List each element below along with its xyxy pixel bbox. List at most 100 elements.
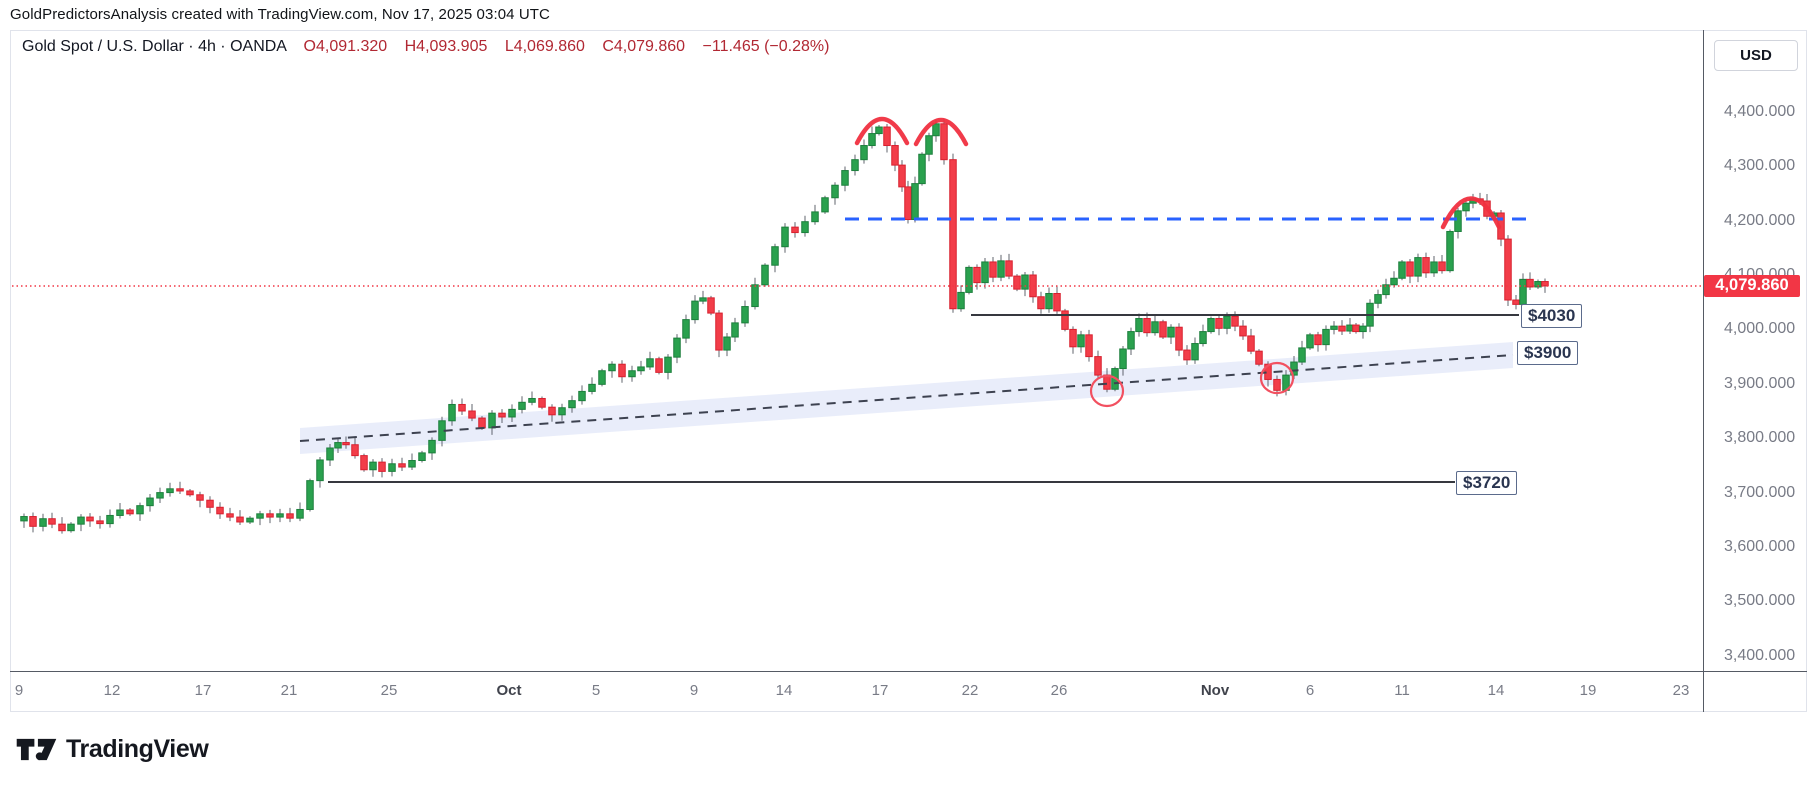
top-marker-arc-3[interactable]: [1440, 196, 1502, 230]
top-marker-arc-1[interactable]: [854, 116, 910, 146]
candle-down: [791, 226, 799, 234]
candle-down: [1406, 261, 1414, 277]
candle-up: [723, 336, 731, 351]
candle-up: [699, 297, 707, 302]
candle-down: [1526, 278, 1534, 288]
candle-up: [558, 407, 566, 416]
candle-up: [518, 401, 526, 410]
candle-up: [1021, 274, 1029, 290]
price-tag-3720[interactable]: $3720: [1456, 471, 1518, 495]
candle-up: [821, 197, 829, 213]
candle-up: [67, 523, 75, 532]
candle-down: [1143, 318, 1151, 334]
candle-down: [266, 513, 274, 518]
candle-down: [1273, 378, 1281, 391]
candle-up: [965, 266, 973, 293]
time-axis-label: 23: [1672, 682, 1690, 699]
candle-up: [326, 447, 334, 461]
candle-down: [548, 406, 556, 416]
time-axis-label: 26: [1050, 682, 1068, 699]
candle-up: [1398, 261, 1406, 279]
candle-down: [398, 463, 406, 468]
candle-up: [1135, 318, 1143, 333]
candle-up: [136, 505, 144, 515]
candle-up: [781, 226, 789, 248]
candle-down: [458, 403, 466, 412]
candle-up: [1306, 334, 1314, 349]
candle-down: [96, 520, 104, 525]
time-axis-divider: [10, 671, 1807, 672]
candle-up: [646, 358, 654, 368]
ohlc-low: L4,069.860: [504, 38, 585, 55]
time-axis-label: 17: [871, 682, 889, 699]
candle-down: [378, 461, 386, 472]
candle-up: [306, 480, 314, 510]
candle-down: [1215, 318, 1223, 329]
currency-toggle-button[interactable]: USD: [1714, 40, 1798, 71]
candle-up: [911, 183, 919, 221]
candle-down: [351, 444, 359, 457]
candle-down: [1061, 310, 1069, 330]
candle-up: [811, 211, 819, 223]
candle-down: [973, 266, 981, 284]
candle-up: [1322, 328, 1330, 346]
candle-up: [1382, 284, 1390, 296]
candle-up: [1045, 292, 1053, 310]
candle-down: [1255, 350, 1263, 365]
price-axis-label: 3,500.000: [1724, 592, 1796, 610]
candle-up: [1199, 331, 1207, 345]
candle-up: [673, 337, 681, 358]
candle-up: [156, 492, 164, 499]
candle-down: [1183, 349, 1191, 361]
candle-down: [707, 297, 715, 314]
trendline-touch-circle-1[interactable]: [1089, 374, 1125, 408]
ascending-trendline[interactable]: [299, 354, 1514, 442]
candle-down: [1037, 296, 1045, 310]
candle-up: [598, 370, 606, 385]
candle-up: [77, 516, 85, 525]
candle-up: [860, 145, 868, 161]
candle-down: [891, 145, 899, 166]
candle-down: [48, 518, 56, 525]
price-axis-label: 3,600.000: [1724, 538, 1796, 555]
candle-down: [1438, 261, 1446, 272]
candle-down: [949, 159, 957, 310]
candle-down: [655, 358, 663, 373]
candle-up: [761, 264, 769, 286]
candle-up: [1151, 321, 1159, 334]
candle-up: [801, 221, 809, 234]
candle-down: [1512, 299, 1520, 305]
candle-down: [236, 516, 244, 523]
candle-up: [841, 170, 849, 186]
trendline-touch-circle-2[interactable]: [1259, 361, 1295, 395]
candle-up: [1374, 294, 1382, 304]
candle-up: [691, 300, 699, 321]
candle-up: [1390, 277, 1398, 286]
candle-up: [106, 514, 114, 525]
candle-down: [478, 417, 486, 429]
top-marker-arc-2[interactable]: [913, 117, 969, 147]
price-tag-3900[interactable]: $3900: [1517, 341, 1579, 365]
candle-down: [1159, 321, 1167, 338]
candle-down: [86, 516, 94, 522]
candle-down: [1069, 328, 1077, 348]
tradingview-logo-text: TradingView: [66, 735, 209, 763]
candle-up: [388, 463, 396, 472]
tradingview-logo[interactable]: TradingView: [16, 735, 209, 764]
symbol-title[interactable]: Gold Spot / U.S. Dollar · 4h · OANDA: [22, 38, 287, 55]
candle-up: [1167, 326, 1175, 338]
candle-down: [186, 490, 194, 496]
candle-down: [1231, 315, 1239, 327]
tradingview-logo-icon: [16, 738, 57, 761]
price-tag-4030[interactable]: $4030: [1521, 304, 1583, 328]
candle-up: [664, 356, 672, 373]
candle-up: [246, 517, 254, 523]
candle-up: [508, 408, 516, 418]
candle-up: [146, 497, 154, 507]
price-axis-label: 4,400.000: [1724, 102, 1796, 120]
candle-up: [334, 442, 342, 449]
candle-up: [1430, 261, 1438, 274]
candle-down: [342, 442, 350, 446]
time-axis-label: 14: [1487, 682, 1505, 699]
